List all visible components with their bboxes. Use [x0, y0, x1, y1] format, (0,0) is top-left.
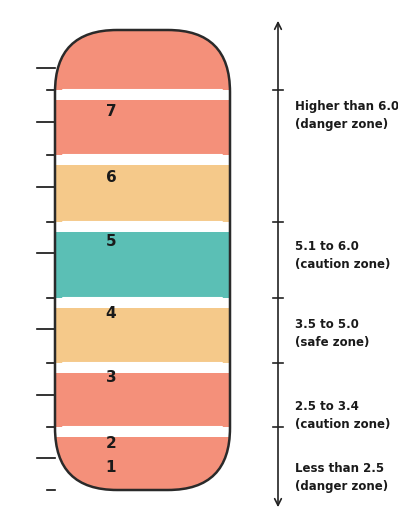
- Text: 3.5 to 5.0
(safe zone): 3.5 to 5.0 (safe zone): [295, 318, 369, 349]
- Text: 2.5 to 3.4
(caution zone): 2.5 to 3.4 (caution zone): [295, 400, 390, 431]
- Text: 3: 3: [106, 370, 116, 386]
- Text: 5.1 to 6.0
(caution zone): 5.1 to 6.0 (caution zone): [295, 240, 390, 271]
- Bar: [55, 155, 230, 165]
- Bar: [55, 100, 230, 155]
- Bar: [55, 165, 230, 222]
- Text: 7: 7: [106, 105, 116, 119]
- Text: 5: 5: [106, 235, 116, 249]
- Bar: [55, 288, 230, 298]
- Text: Higher than 6.0
(danger zone): Higher than 6.0 (danger zone): [295, 100, 398, 131]
- Bar: [55, 232, 230, 288]
- Text: 2: 2: [105, 436, 116, 450]
- Bar: [55, 308, 230, 363]
- Text: 1: 1: [106, 460, 116, 476]
- Text: 4: 4: [106, 306, 116, 320]
- Bar: [55, 437, 230, 490]
- Bar: [55, 222, 230, 232]
- Bar: [55, 30, 230, 90]
- Bar: [55, 427, 230, 437]
- Bar: [55, 90, 230, 100]
- FancyBboxPatch shape: [55, 30, 230, 490]
- Bar: [55, 298, 230, 308]
- Bar: [55, 363, 230, 373]
- Text: 6: 6: [105, 169, 116, 185]
- Bar: [55, 373, 230, 427]
- Text: Less than 2.5
(danger zone): Less than 2.5 (danger zone): [295, 462, 388, 493]
